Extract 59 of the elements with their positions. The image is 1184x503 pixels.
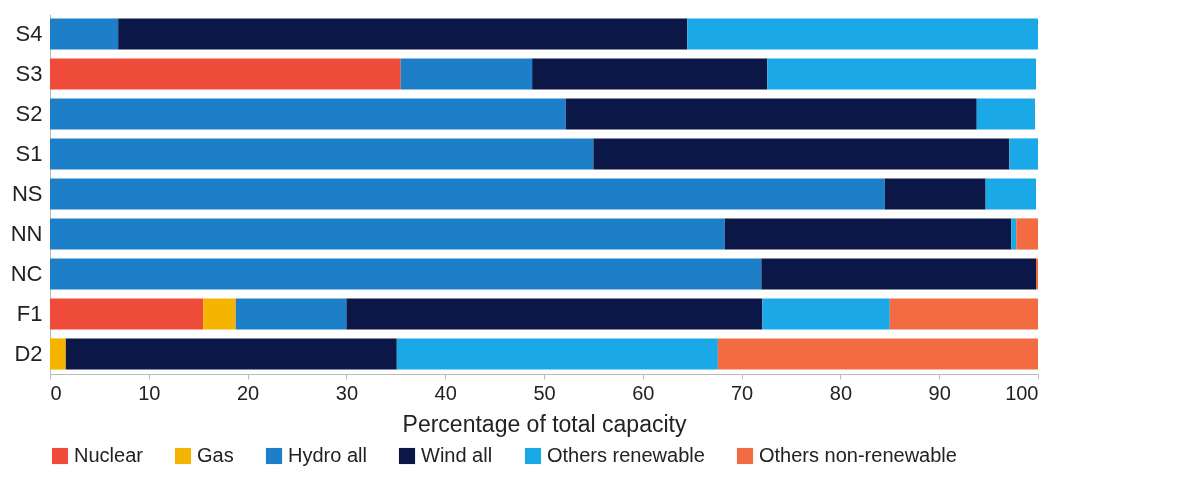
x-tick-label: 90 (928, 381, 951, 404)
legend-label: Gas (197, 444, 234, 466)
y-tick-label: S4 (15, 21, 43, 46)
legend-label: Hydro all (288, 444, 367, 466)
x-tick-label: 40 (434, 381, 457, 404)
bar (396, 338, 718, 370)
bar (235, 298, 347, 330)
y-tick-label: D2 (14, 341, 43, 366)
x-tick-label: 60 (632, 381, 655, 404)
bar (767, 58, 1037, 90)
y-tick-label: NS (11, 181, 43, 206)
y-tick-label: S2 (15, 101, 43, 126)
bar (50, 218, 725, 250)
bar (1016, 218, 1038, 250)
x-tick-label: 80 (829, 381, 853, 404)
bar (50, 178, 885, 210)
bar (1011, 218, 1017, 250)
bar (50, 138, 594, 170)
legend-label: Others renewable (547, 444, 705, 466)
bar (50, 18, 119, 50)
y-tick-label: S1 (15, 141, 43, 166)
bar (203, 298, 236, 330)
bar (724, 218, 1012, 250)
y-tick-label: NC (10, 261, 43, 286)
bar (118, 18, 688, 50)
bar (717, 338, 1038, 370)
x-tick-label: 70 (730, 381, 754, 404)
bar (1009, 138, 1038, 170)
bar (50, 338, 66, 370)
bar (985, 178, 1037, 210)
bar (884, 178, 986, 210)
x-tick-label: 30 (335, 381, 359, 404)
legend-label: Wind all (421, 444, 493, 466)
bar (50, 98, 566, 130)
bar (50, 58, 401, 90)
x-tick-label: 0 (50, 381, 62, 404)
bar (400, 58, 533, 90)
bar (65, 338, 397, 370)
legend-label: Nuclear (74, 444, 144, 466)
bar (532, 58, 768, 90)
x-tick-label: 10 (138, 381, 161, 404)
x-tick-label: 50 (533, 381, 556, 404)
bar (593, 138, 1010, 170)
bar (762, 298, 890, 330)
x-axis-title: Percentage of total capacity (402, 410, 687, 437)
bar (687, 18, 1038, 50)
y-tick-label: S3 (15, 61, 43, 86)
bar (50, 298, 204, 330)
legend-label: Others non-renewable (759, 444, 957, 466)
bar (889, 298, 1038, 330)
bar (346, 298, 763, 330)
y-tick-label: NN (10, 221, 43, 246)
bar (50, 258, 762, 290)
bar (565, 98, 977, 130)
x-tick-label: 20 (236, 381, 260, 404)
x-tick-label: 100 (1005, 381, 1039, 404)
bar (976, 98, 1036, 130)
bar (761, 258, 1037, 290)
y-tick-label: F1 (16, 301, 43, 326)
